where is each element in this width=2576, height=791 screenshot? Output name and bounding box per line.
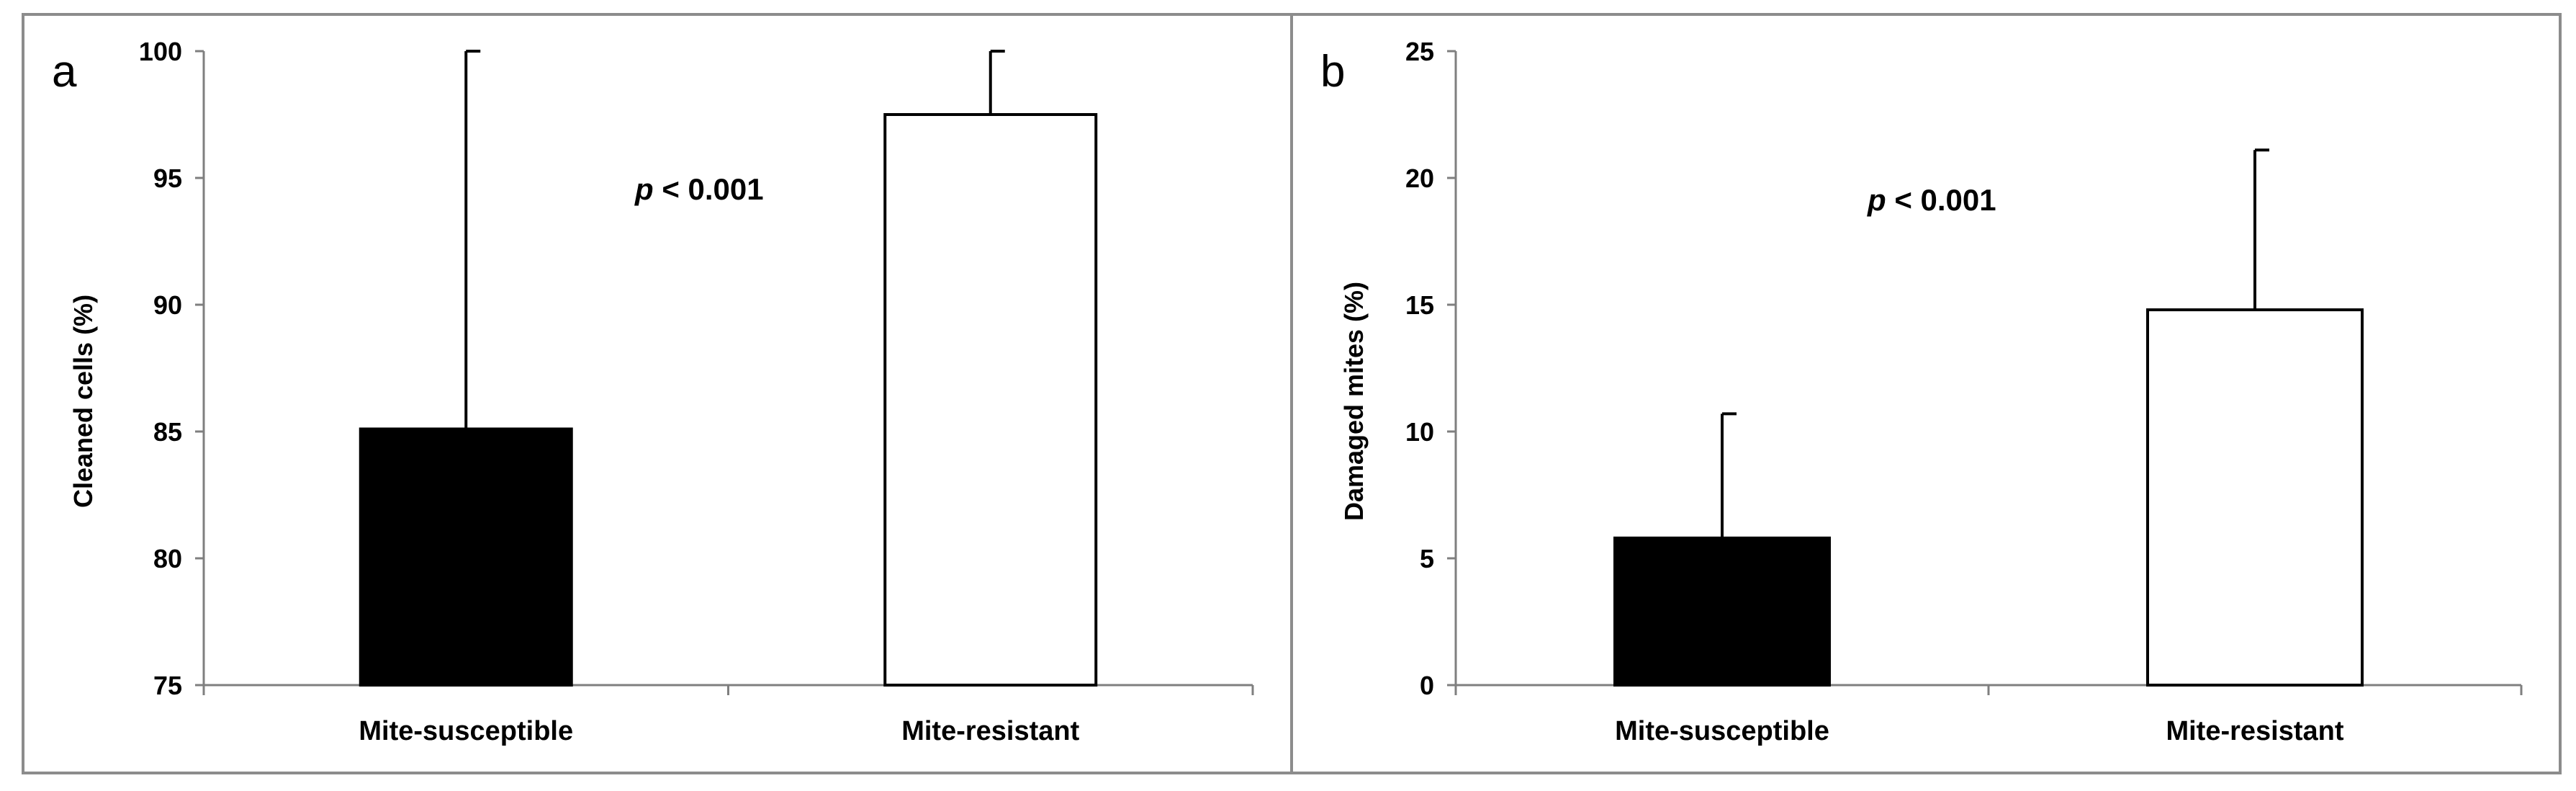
plot-area: 0 5 10 15 20 25 Mite-susceptible Mite-resistant — [1405, 37, 2523, 746]
y-tick-label: 20 — [1405, 164, 1434, 193]
p-value-annotation: p < 0.001 — [1867, 183, 1996, 217]
y-tick-label: 5 — [1420, 544, 1434, 573]
y-tick-label: 10 — [1405, 417, 1434, 447]
y-tick-label: 80 — [153, 544, 182, 573]
panel-b-letter: b — [1320, 47, 1345, 97]
x-category-label: Mite-susceptible — [359, 716, 573, 746]
x-category-label: Mite-resistant — [2166, 716, 2343, 746]
plot-area: 75 80 85 90 95 100 Mite-susceptible Mite-resist… — [139, 37, 1254, 746]
y-tick-label: 85 — [153, 417, 182, 447]
y-axis-title: Damaged mites (%) — [1339, 282, 1369, 521]
bar-mite-resistant — [883, 113, 1098, 687]
bar-mite-susceptible — [359, 427, 573, 687]
x-category-label: Mite-resistant — [901, 716, 1079, 746]
panel-b: b Damaged mites (%) p < 0.001 0 5 10 15 20 25… — [1290, 13, 2562, 774]
bar-mite-susceptible — [1613, 536, 1831, 687]
panel-a: a Cleaned cells (%) p < 0.001 75 80 85 90 95… — [22, 13, 1293, 774]
panel-a-letter: a — [52, 47, 77, 97]
p-value-text: < 0.001 — [1886, 183, 1996, 217]
p-symbol: p — [1867, 183, 1886, 217]
y-tick-label: 75 — [153, 671, 182, 700]
p-value-text: < 0.001 — [654, 172, 764, 206]
y-tick-label: 15 — [1405, 290, 1434, 320]
panel-a-border — [22, 13, 1293, 774]
panel-b-border — [1290, 13, 2562, 774]
p-value-annotation: p < 0.001 — [634, 172, 764, 206]
x-category-label: Mite-susceptible — [1615, 716, 1829, 746]
y-tick-label: 25 — [1405, 37, 1434, 66]
y-tick-label: 100 — [139, 37, 182, 66]
y-tick-label: 95 — [153, 164, 182, 193]
y-tick-label: 90 — [153, 290, 182, 320]
y-tick-label: 0 — [1420, 671, 1434, 700]
bar-mite-resistant — [2146, 308, 2364, 687]
y-axis-title: Cleaned cells (%) — [68, 295, 98, 508]
p-symbol: p — [634, 172, 654, 206]
